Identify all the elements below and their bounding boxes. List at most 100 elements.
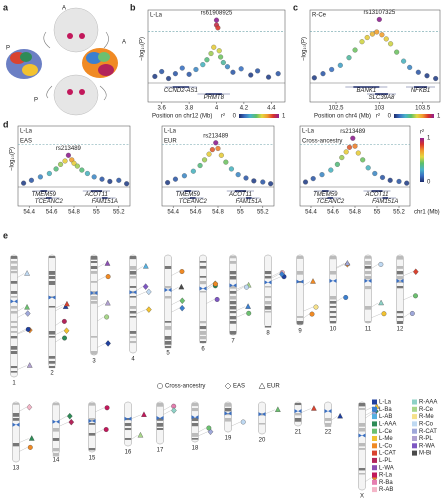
chromosome-band <box>329 306 337 308</box>
locus-connector <box>371 302 379 308</box>
chromosome-band <box>199 261 207 263</box>
locus-connector <box>271 274 279 279</box>
chromosome-band <box>364 321 372 323</box>
chromosome-band <box>129 306 137 309</box>
chart-title: L-La <box>302 129 315 135</box>
chromosome <box>264 254 272 328</box>
snp-point <box>172 71 178 77</box>
centromere <box>324 409 332 414</box>
colorbar <box>420 138 424 182</box>
locus-connector <box>55 337 62 343</box>
locus-connector <box>55 321 62 326</box>
snp-point <box>350 135 356 141</box>
chromosome-label: 11 <box>365 327 372 333</box>
chromosome-band <box>358 408 366 410</box>
snp-point <box>329 66 335 73</box>
locus-symbol <box>179 297 186 304</box>
legend-label: L-Ba <box>379 407 392 413</box>
chromosome-band <box>229 291 237 294</box>
x-tick-label: 54.4 <box>23 210 35 216</box>
chromosome-band <box>12 413 20 417</box>
snp-point <box>379 174 386 181</box>
chromosome-band <box>12 443 20 447</box>
gene-label: FAM151A <box>372 199 398 205</box>
chromosome-band <box>264 311 272 313</box>
chromosome-label: 1 <box>12 381 16 387</box>
locus-connector <box>301 408 311 413</box>
x-tick-label: 55.2 <box>257 210 269 216</box>
legend-symbol <box>224 382 232 390</box>
legend-swatch <box>372 436 377 441</box>
chromosome-band <box>10 326 18 329</box>
locus-symbol <box>66 412 73 420</box>
chromosome-body <box>264 254 272 328</box>
chromosome-band <box>164 321 172 323</box>
snp-point <box>215 25 221 31</box>
orientation-label: P <box>6 46 10 52</box>
snp-point <box>224 64 231 70</box>
chromosome-band <box>358 473 366 475</box>
x-axis-label: Position on chr4 (Mb) <box>314 114 371 120</box>
chromosome-body <box>10 254 18 378</box>
legend-swatch <box>372 465 377 471</box>
gene-label: SLC39A8 <box>369 95 395 101</box>
locus-symbol <box>343 295 349 300</box>
colorbar-label: r² <box>376 114 380 120</box>
locus-symbol <box>142 263 149 269</box>
x-tick-label: 4.2 <box>240 106 249 112</box>
chromosome-band <box>10 296 18 298</box>
chromosome-band <box>229 306 237 310</box>
locus-connector <box>303 281 311 286</box>
chromosome-band <box>364 276 372 280</box>
chromosome-band <box>396 256 404 260</box>
chromosome-band <box>224 403 232 407</box>
chromosome-label: 17 <box>157 448 164 454</box>
legend-label: EAS <box>233 384 245 390</box>
gene-label: TMEM59 <box>176 192 201 198</box>
chromosome-band <box>191 433 199 437</box>
legend-label: L-AAA <box>379 421 396 427</box>
chromosome-band <box>52 403 60 406</box>
legend-label: L-Co <box>379 443 393 449</box>
locus-connector <box>97 316 104 322</box>
chromosome-band <box>88 423 96 425</box>
chromosome-band <box>124 423 132 427</box>
locus-symbol <box>309 311 315 317</box>
x-axis-label: Position on chr12 (Mb) <box>152 114 212 120</box>
snp-point <box>339 155 345 161</box>
chart-subtitle: EUR <box>164 139 177 145</box>
y-axis-label: −log₁₀(P) <box>302 37 308 61</box>
snp-point <box>53 166 59 172</box>
chromosome-band <box>229 321 237 324</box>
locus-symbol <box>310 278 316 284</box>
chromosome-band <box>199 266 207 269</box>
chromosome-band <box>258 423 266 425</box>
locus-connector <box>131 414 142 419</box>
chromosome-body <box>191 401 199 443</box>
gene-label: TMEM59 <box>313 192 338 198</box>
chromosome-band <box>296 271 304 275</box>
snp-point <box>387 177 393 183</box>
chromosome <box>124 401 132 447</box>
chromosome-band <box>296 256 304 259</box>
locus-symbol <box>313 304 319 310</box>
snp-point <box>275 71 281 77</box>
chromosome-band <box>396 281 404 284</box>
chromosome <box>12 401 20 463</box>
chromosome-label: 5 <box>166 351 170 357</box>
chromosome-band <box>48 366 56 369</box>
chromosome-band <box>88 403 96 406</box>
snp-point <box>99 176 105 182</box>
chromosome-band <box>364 266 372 269</box>
chromosome-label: 18 <box>192 446 199 452</box>
chromosome-band <box>296 316 304 318</box>
locus-symbol <box>141 411 147 417</box>
snp-point <box>346 55 352 61</box>
locus-connector <box>55 306 63 311</box>
locus-connector <box>17 365 27 370</box>
locus-symbol <box>206 425 212 431</box>
snp-point <box>243 175 249 181</box>
locus-connector <box>95 429 104 434</box>
chromosome-band <box>199 326 207 330</box>
locus-symbol <box>378 299 384 306</box>
